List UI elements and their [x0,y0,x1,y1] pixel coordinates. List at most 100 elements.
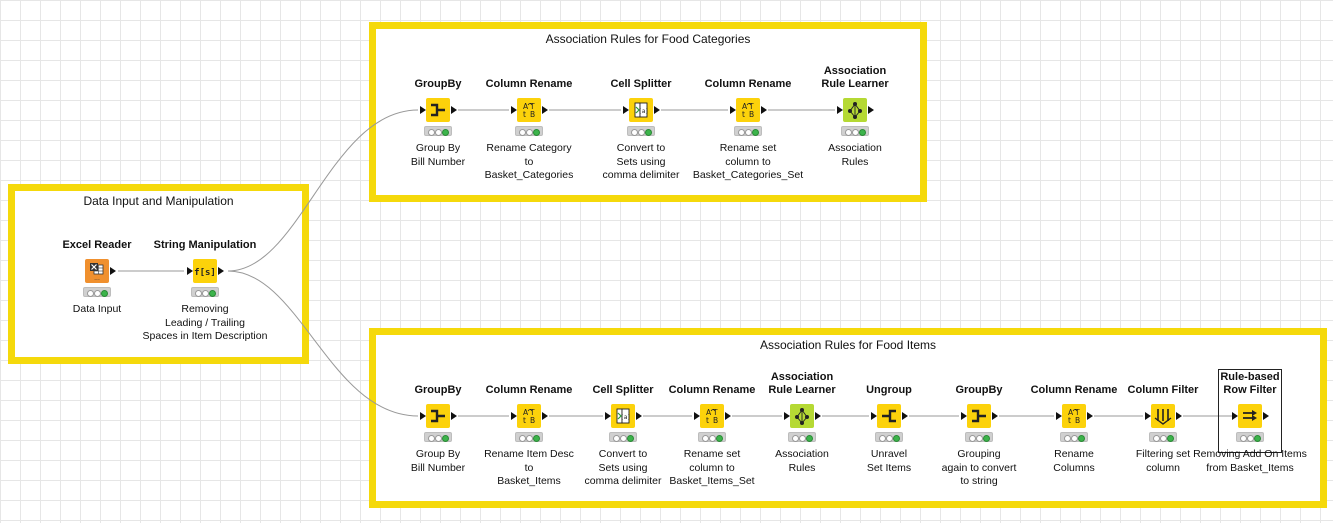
node-description-line: Association [828,142,882,154]
output-port[interactable] [815,412,821,420]
node-name: Association Rule Learner [768,371,836,396]
output-port[interactable] [902,412,908,420]
groupby-icon[interactable] [426,404,450,428]
svg-text:T: T [748,102,754,111]
node-description[interactable]: Grouping again to convert to string [909,448,1049,489]
node-name: Column Rename [1030,384,1118,396]
output-port[interactable] [451,412,457,420]
output-port[interactable] [725,412,731,420]
node-name: Ungroup [866,384,912,396]
cell-splitter-icon[interactable]: [a] [629,98,653,122]
selection-frame [1218,369,1282,453]
svg-text:f[s]: f[s] [194,268,216,278]
output-port[interactable] [1087,412,1093,420]
input-port[interactable] [623,106,629,114]
output-port[interactable] [1263,412,1269,420]
node-description-line: Data Input [72,303,122,315]
node-description-line: Rename Item Desc [484,448,574,460]
groupby-icon[interactable] [967,404,991,428]
output-port[interactable] [110,267,116,275]
column-rename-icon[interactable]: A T t B [1062,404,1086,428]
input-port[interactable] [730,106,736,114]
svg-text:A: A [523,102,529,111]
association-rule-learner-icon[interactable] [790,404,814,428]
node-description[interactable]: Association Rules [732,448,872,475]
input-port[interactable] [187,267,193,275]
svg-text:B: B [749,110,754,119]
groupby-icon[interactable] [426,98,450,122]
node-name: GroupBy [414,78,462,90]
node-description[interactable]: Association Rules [785,142,925,169]
node-status [1236,432,1264,442]
input-port[interactable] [694,412,700,420]
node-description[interactable]: Convert to Sets using comma delimiter [553,448,693,489]
output-port[interactable] [218,267,224,275]
output-port[interactable] [542,412,548,420]
output-port[interactable] [654,106,660,114]
output-port[interactable] [761,106,767,114]
node-description-line: Bill Number [410,461,466,474]
excel-reader-icon[interactable]: ... [85,259,109,283]
svg-text:t: t [1068,416,1071,425]
node-description-line: Grouping [957,448,1001,460]
ungroup-icon[interactable] [877,404,901,428]
column-rename-icon[interactable]: A T t B [517,98,541,122]
cell-splitter-icon[interactable]: [a] [611,404,635,428]
node-description[interactable]: Convert to Sets using comma delimiter [571,142,711,183]
association-rule-learner-icon[interactable] [843,98,867,122]
node-description[interactable]: Removing Leading / Trailing Spaces in Item… [135,303,275,344]
node-description[interactable]: Rename Category to Basket_Categories [459,142,599,183]
node-description-line: Convert to [616,142,666,154]
input-port[interactable] [961,412,967,420]
node-description-line: Rules [788,461,816,474]
node-status [698,432,726,442]
output-port[interactable] [451,106,457,114]
input-port[interactable] [1145,412,1151,420]
svg-text:[a]: [a] [620,414,631,421]
output-port[interactable] [992,412,998,420]
node-description[interactable]: Rename Columns [1004,448,1144,475]
input-port[interactable] [837,106,843,114]
svg-text:B: B [713,416,718,425]
input-port[interactable] [605,412,611,420]
output-port[interactable] [542,106,548,114]
node-description-line: Association [775,448,829,460]
node-name: Column Rename [485,78,573,90]
node-name: Column Rename [668,384,756,396]
node-description[interactable]: Group By Bill Number [368,142,508,169]
node-description-line: Convert to [598,448,648,460]
node-description[interactable]: Rename set column to Basket_Categories_Set [678,142,818,183]
node-description[interactable]: Data Input [27,303,167,317]
node-name: Cell Splitter [592,384,654,396]
node-description[interactable]: Group By Bill Number [368,448,508,475]
node-status [424,432,452,442]
svg-text:[a]: [a] [638,108,649,115]
node-description[interactable]: Filtering set column [1093,448,1233,475]
input-port[interactable] [511,106,517,114]
node-description[interactable]: Removing Add On Items from Basket_Items [1185,448,1315,475]
rule-based-row-filter-icon[interactable] [1238,404,1262,428]
column-filter-icon[interactable] [1151,404,1175,428]
input-port[interactable] [871,412,877,420]
input-port[interactable] [420,106,426,114]
string-manipulation-icon[interactable]: f[s] [193,259,217,283]
svg-text:T: T [712,408,718,417]
input-port[interactable] [1056,412,1062,420]
output-port[interactable] [868,106,874,114]
node-description-line: Removing Add On Items [1193,448,1307,460]
output-port[interactable] [636,412,642,420]
svg-text:B: B [530,110,535,119]
column-rename-icon[interactable]: A T t B [700,404,724,428]
node-description[interactable]: Unravel Set Items [819,448,959,475]
output-port[interactable] [1176,412,1182,420]
input-port[interactable] [1232,412,1238,420]
input-port[interactable] [784,412,790,420]
node-description[interactable]: Rename set column to Basket_Items_Set [642,448,782,489]
node-description-line: Spaces in Item Description [142,330,268,342]
input-port[interactable] [420,412,426,420]
column-rename-icon[interactable]: A T t B [517,404,541,428]
annotation-food-categories[interactable]: Association Rules for Food Categories [369,22,927,202]
column-rename-icon[interactable]: A T t B [736,98,760,122]
node-description[interactable]: Rename Item Desc to Basket_Items [459,448,599,489]
input-port[interactable] [511,412,517,420]
